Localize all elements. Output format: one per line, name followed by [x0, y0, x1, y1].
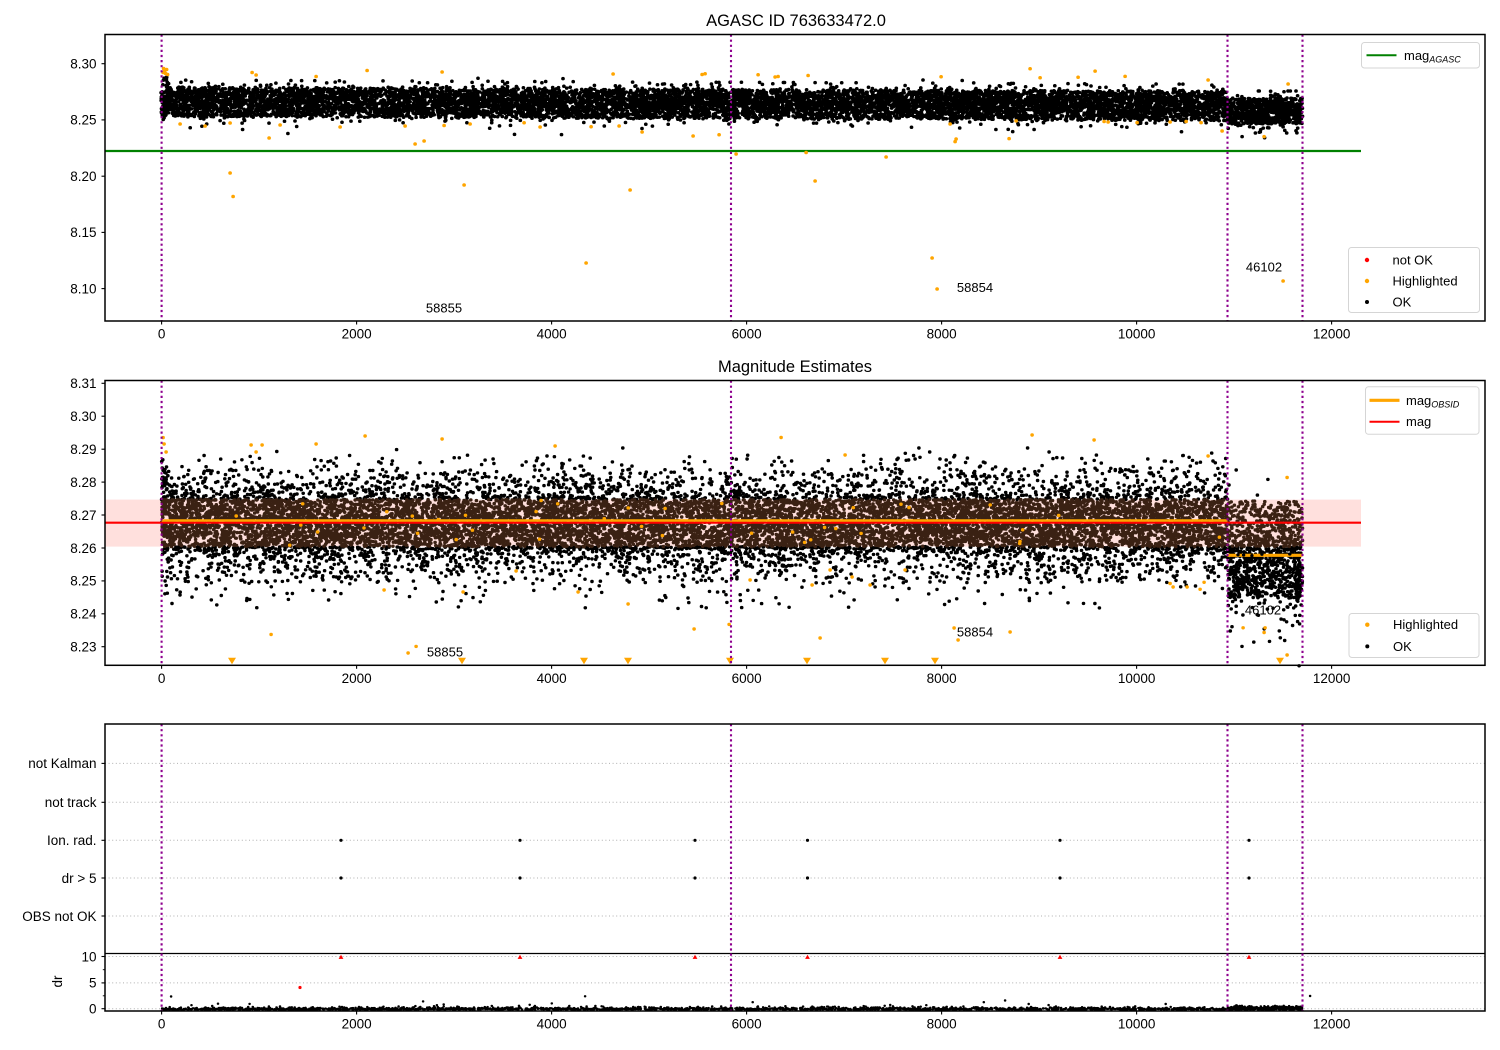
svg-text:0: 0 — [158, 1017, 166, 1032]
svg-text:8.30: 8.30 — [70, 409, 96, 424]
svg-text:0: 0 — [89, 1002, 97, 1017]
svg-text:8.26: 8.26 — [70, 541, 96, 556]
svg-text:2000: 2000 — [342, 671, 372, 686]
svg-text:10000: 10000 — [1118, 1017, 1156, 1032]
svg-text:8.24: 8.24 — [70, 607, 97, 622]
svg-text:6000: 6000 — [732, 327, 762, 342]
svg-text:OK: OK — [1393, 295, 1412, 310]
svg-text:mag: mag — [1406, 414, 1431, 429]
svg-text:8.28: 8.28 — [70, 475, 96, 490]
svg-text:2000: 2000 — [342, 327, 372, 342]
svg-text:8.23: 8.23 — [70, 640, 96, 655]
svg-text:58855: 58855 — [427, 645, 463, 660]
svg-text:8000: 8000 — [927, 327, 957, 342]
svg-text:8.25: 8.25 — [70, 113, 96, 128]
svg-text:dr: dr — [50, 975, 65, 988]
svg-text:8.30: 8.30 — [70, 57, 96, 72]
svg-text:12000: 12000 — [1313, 327, 1351, 342]
svg-text:0: 0 — [158, 327, 166, 342]
svg-text:not Kalman: not Kalman — [28, 756, 96, 771]
svg-text:8000: 8000 — [927, 1017, 957, 1032]
svg-text:46102: 46102 — [1245, 603, 1281, 618]
svg-text:4000: 4000 — [537, 1017, 567, 1032]
svg-text:dr > 5: dr > 5 — [62, 871, 97, 886]
svg-text:not OK: not OK — [1393, 253, 1434, 268]
svg-text:4000: 4000 — [537, 671, 567, 686]
svg-text:8.25: 8.25 — [70, 574, 96, 589]
svg-text:not track: not track — [45, 795, 97, 810]
svg-text:8.20: 8.20 — [70, 169, 96, 184]
svg-text:2000: 2000 — [342, 1017, 372, 1032]
svg-text:Magnitude Estimates: Magnitude Estimates — [718, 358, 872, 376]
svg-text:8.29: 8.29 — [70, 442, 96, 457]
svg-text:58854: 58854 — [957, 625, 993, 640]
svg-text:OK: OK — [1393, 639, 1412, 654]
svg-text:10000: 10000 — [1118, 327, 1156, 342]
svg-text:8.31: 8.31 — [70, 376, 96, 391]
svg-text:5: 5 — [89, 976, 97, 991]
svg-text:8000: 8000 — [927, 671, 957, 686]
svg-text:8.10: 8.10 — [70, 281, 96, 296]
svg-text:Highlighted: Highlighted — [1393, 617, 1458, 632]
svg-text:Ion. rad.: Ion. rad. — [47, 833, 97, 848]
svg-text:58854: 58854 — [957, 280, 993, 295]
svg-text:12000: 12000 — [1313, 1017, 1351, 1032]
svg-text:6000: 6000 — [732, 1017, 762, 1032]
svg-text:Highlighted: Highlighted — [1393, 274, 1458, 289]
svg-text:10000: 10000 — [1118, 671, 1156, 686]
svg-text:8.15: 8.15 — [70, 225, 96, 240]
svg-text:0: 0 — [158, 671, 166, 686]
svg-text:OBS not OK: OBS not OK — [22, 909, 96, 924]
svg-text:46102: 46102 — [1246, 260, 1282, 275]
svg-text:6000: 6000 — [732, 671, 762, 686]
svg-text:4000: 4000 — [537, 327, 567, 342]
svg-text:8.27: 8.27 — [70, 508, 96, 523]
svg-text:58855: 58855 — [426, 301, 462, 316]
svg-text:12000: 12000 — [1313, 671, 1351, 686]
svg-text:10: 10 — [81, 949, 96, 964]
svg-text:AGASC ID 763633472.0: AGASC ID 763633472.0 — [706, 12, 886, 30]
